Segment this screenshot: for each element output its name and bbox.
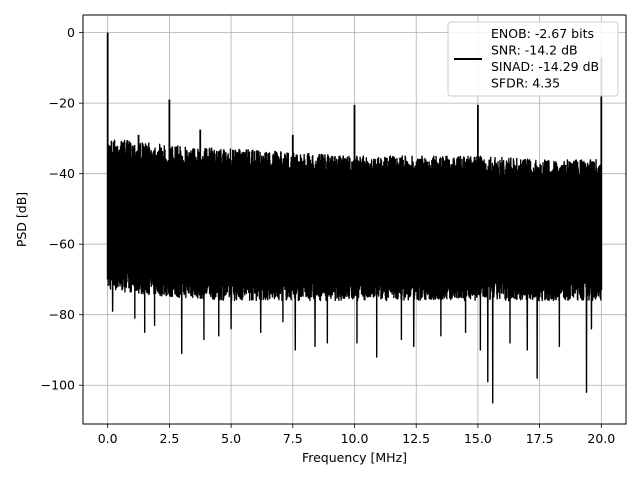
legend-enob: ENOB: -2.67 bits xyxy=(491,26,594,41)
y-tick-label: −100 xyxy=(41,378,75,393)
x-tick-label: 2.5 xyxy=(159,431,179,446)
y-tick-label: −20 xyxy=(49,96,75,111)
y-axis-ticks: 0 −20 −40 −60 −80 −100 xyxy=(41,25,83,393)
legend-snr: SNR: -14.2 dB xyxy=(491,43,578,58)
x-tick-label: 7.5 xyxy=(283,431,303,446)
x-axis-label: Frequency [MHz] xyxy=(302,450,407,465)
y-axis-label: PSD [dB] xyxy=(14,192,29,247)
x-tick-label: 20.0 xyxy=(587,431,615,446)
x-tick-label: 5.0 xyxy=(221,431,241,446)
y-tick-label: −40 xyxy=(49,166,75,181)
y-tick-label: −60 xyxy=(49,237,75,252)
y-tick-label: 0 xyxy=(67,25,75,40)
legend-sinad: SINAD: -14.29 dB xyxy=(491,59,599,74)
x-tick-label: 17.5 xyxy=(526,431,554,446)
x-axis-ticks: 0.0 2.5 5.0 7.5 10.0 12.5 15.0 17.5 20.0 xyxy=(98,424,615,446)
x-tick-label: 10.0 xyxy=(341,431,369,446)
psd-series xyxy=(106,32,603,404)
x-tick-label: 15.0 xyxy=(464,431,492,446)
y-tick-label: −80 xyxy=(49,307,75,322)
legend: ENOB: -2.67 bits SNR: -14.2 dB SINAD: -1… xyxy=(447,21,619,97)
legend-sfdr: SFDR: 4.35 xyxy=(491,76,560,91)
x-tick-label: 0.0 xyxy=(98,431,118,446)
legend-box xyxy=(447,21,619,97)
x-tick-label: 12.5 xyxy=(402,431,430,446)
